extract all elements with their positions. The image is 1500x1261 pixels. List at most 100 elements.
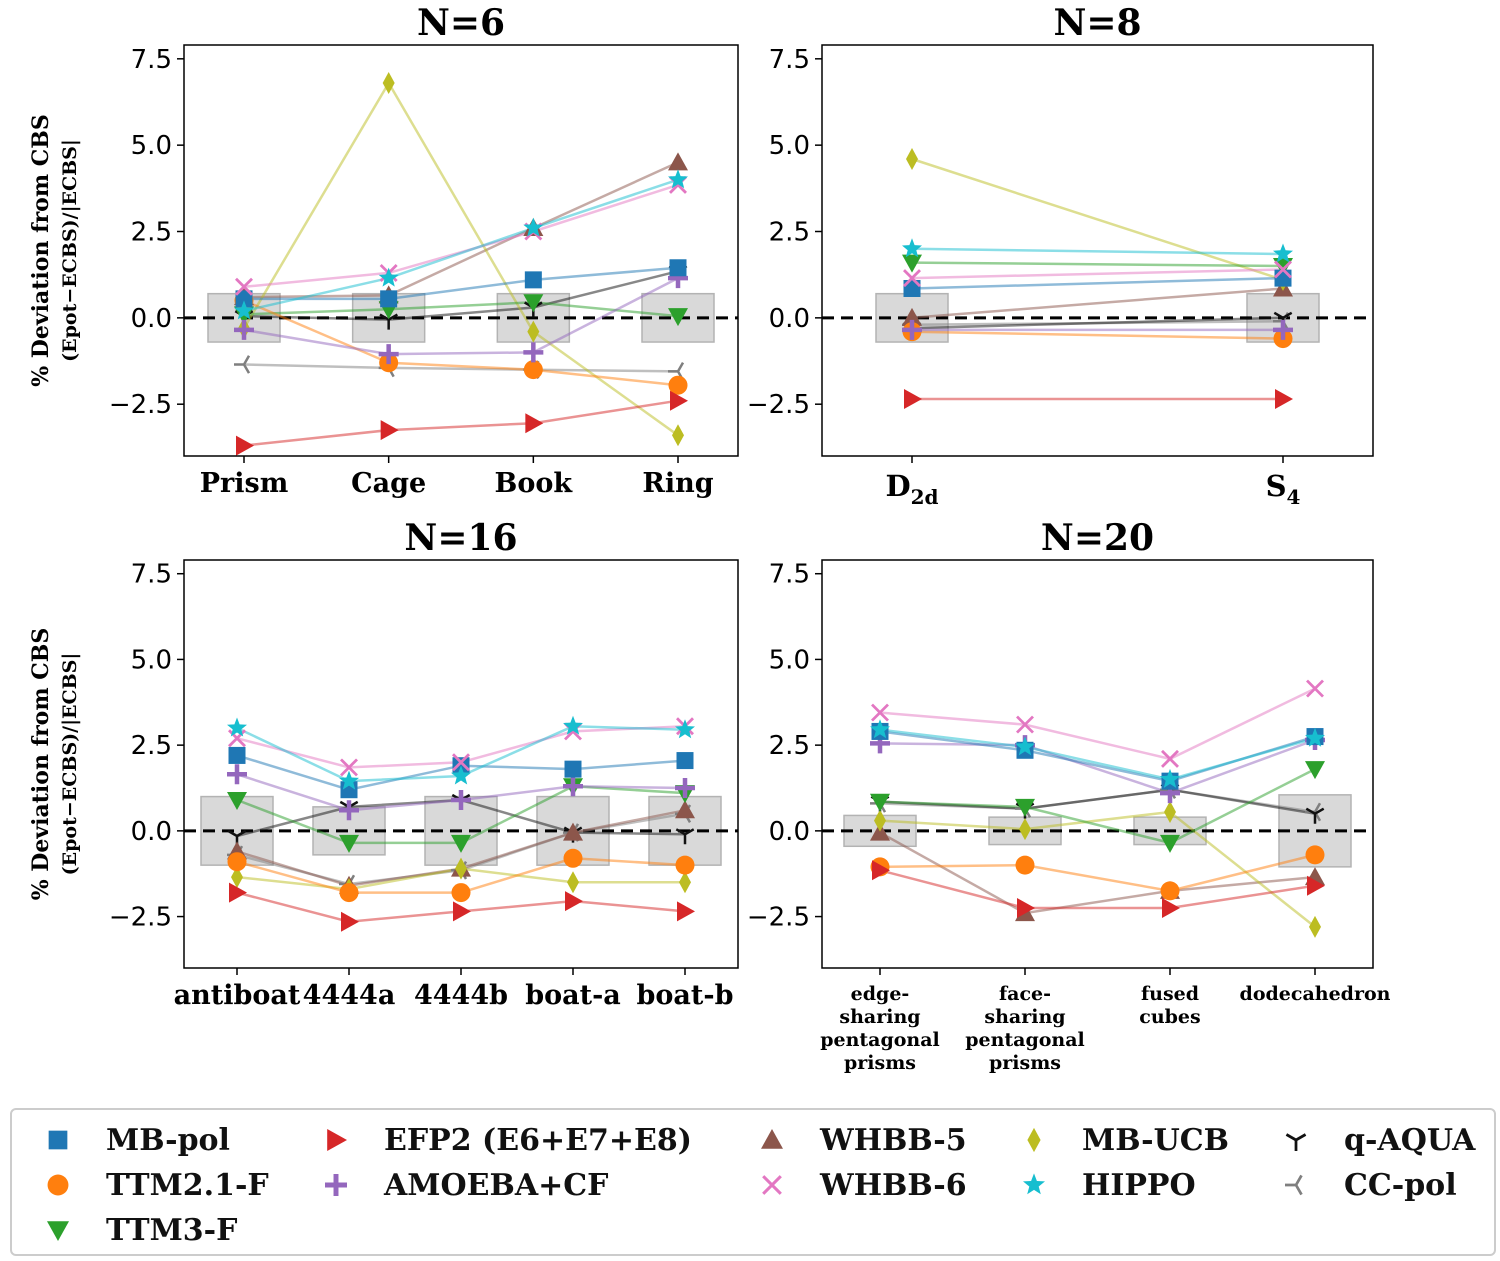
legend-entry: CC-pol — [1276, 1165, 1457, 1205]
y-tick-label: 0.0 — [769, 817, 810, 847]
legend-marker — [47, 1174, 69, 1196]
data-point — [1161, 749, 1179, 768]
legend-label: HIPPO — [1082, 1167, 1196, 1203]
legend-marker — [1285, 1133, 1307, 1151]
series-line — [243, 399, 679, 447]
data-point — [228, 729, 246, 748]
x-tick-label: boat-b — [637, 980, 734, 1011]
data-point — [672, 424, 684, 447]
data-point — [872, 860, 890, 881]
data-point — [523, 342, 544, 363]
series-line — [242, 80, 679, 437]
series-line — [243, 161, 679, 299]
data-point — [675, 855, 695, 875]
legend-symbol — [762, 1175, 782, 1195]
data-point — [1015, 855, 1035, 875]
data-point — [902, 307, 922, 326]
legend-symbol — [761, 1129, 783, 1149]
legend-entry: TTM3-F — [38, 1210, 237, 1250]
axes-frame — [821, 44, 1374, 457]
legend-symbol — [47, 1174, 69, 1196]
data-point — [1274, 260, 1292, 279]
y-tick-label: 5.0 — [769, 131, 810, 161]
legend-entry: EFP2 (E6+E7+E8) — [316, 1120, 692, 1160]
legend-entry: TTM2.1-F — [38, 1165, 269, 1205]
data-point — [1305, 845, 1325, 865]
data-point — [870, 793, 890, 812]
legend-entry: AMOEBA+CF — [316, 1165, 608, 1205]
y-tick-label: 2.5 — [769, 731, 810, 761]
series-line — [879, 831, 1316, 915]
data-point — [227, 764, 247, 785]
data-point — [451, 883, 471, 903]
series-line — [911, 330, 1284, 340]
legend-symbol — [48, 1130, 68, 1150]
data-point — [234, 355, 251, 374]
y-tick-label: 2.5 — [769, 218, 810, 248]
panel-title: N=20 — [1041, 517, 1154, 559]
y-tick-label: −2.5 — [109, 390, 172, 420]
data-point — [228, 746, 246, 764]
series-line — [911, 316, 1284, 330]
data-point — [1306, 679, 1324, 698]
data-point — [563, 776, 583, 797]
data-point — [1274, 269, 1292, 287]
y-tick-label: −2.5 — [747, 903, 810, 933]
data-point — [904, 389, 922, 410]
chart-panel: N=20 −2.5 0.0 2.5 5.0 7.5 edge-sharing pentagon… — [747, 517, 1391, 1074]
data-point — [453, 901, 471, 922]
legend-label: WHBB-6 — [820, 1167, 967, 1203]
data-point — [675, 778, 695, 798]
series-line — [879, 687, 1316, 761]
data-point — [235, 290, 253, 308]
legend-label: EFP2 (E6+E7+E8) — [384, 1122, 692, 1158]
data-point — [339, 800, 359, 821]
data-point — [452, 753, 470, 772]
y-tick-label: 0.0 — [131, 304, 172, 334]
legend-label: TTM3-F — [106, 1212, 238, 1248]
axes-frame — [821, 559, 1374, 969]
series-line — [243, 363, 679, 373]
legend-entry: HIPPO — [1014, 1165, 1196, 1205]
data-point — [906, 147, 918, 170]
legend-symbol — [325, 1174, 347, 1196]
data-point — [1015, 736, 1035, 756]
series-line — [911, 276, 1284, 290]
legend-marker — [761, 1129, 783, 1149]
x-tick-label: Book — [495, 468, 574, 499]
data-point — [669, 259, 687, 277]
legend-label: AMOEBA+CF — [384, 1167, 609, 1203]
data-point — [234, 300, 254, 320]
data-point — [677, 901, 695, 922]
data-point — [341, 911, 359, 932]
data-point — [378, 344, 399, 365]
data-point — [229, 882, 247, 903]
y-tick-label: 2.5 — [131, 218, 172, 248]
legend-marker — [762, 1175, 782, 1195]
data-point — [902, 319, 922, 340]
panel-title: N=8 — [1053, 2, 1141, 44]
x-tick-label: fused cubes — [1139, 983, 1200, 1028]
x-tick-label: face-sharing pentagonal prisms — [965, 983, 1085, 1074]
legend-entry: WHBB-5 — [752, 1120, 967, 1160]
data-point — [231, 866, 243, 889]
series-line — [879, 738, 1316, 795]
data-point — [1275, 389, 1293, 410]
data-point — [1305, 807, 1325, 824]
data-point — [1273, 319, 1293, 340]
data-point — [1309, 915, 1321, 938]
data-point — [523, 217, 544, 237]
legend-symbol — [1285, 1174, 1303, 1196]
x-tick-label: Prism — [200, 468, 289, 499]
series-line — [879, 853, 1316, 893]
legend-marker — [47, 1221, 69, 1241]
axes-frame — [183, 44, 739, 457]
data-point — [378, 267, 399, 287]
legend-marker — [1023, 1173, 1045, 1195]
data-point — [1019, 818, 1031, 841]
data-point — [1305, 727, 1325, 747]
data-point — [564, 760, 582, 778]
legend-marker — [1285, 1174, 1303, 1196]
legend: MB-pol TTM2.1-F TTM3-F EFP2 (E6+E7+E8) A… — [10, 1108, 1496, 1256]
y-tick-label: 5.0 — [131, 645, 172, 675]
